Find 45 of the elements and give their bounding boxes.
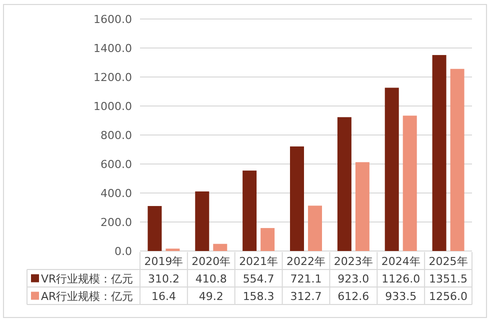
- bar: [337, 117, 352, 251]
- data-label: 612.6: [338, 290, 370, 303]
- bar: [355, 162, 370, 251]
- y-tick-label: 600.0: [100, 158, 132, 171]
- y-tick-label: 0.0: [114, 245, 132, 258]
- legend-label: AR行业规模：亿元: [41, 290, 134, 303]
- bar: [402, 116, 417, 251]
- y-tick-label: 1400.0: [94, 42, 132, 55]
- bar: [450, 68, 464, 251]
- bar: [148, 206, 162, 251]
- x-tick-label: 2021年: [239, 254, 278, 268]
- y-tick-label: 400.0: [100, 187, 132, 200]
- bar: [260, 228, 275, 251]
- data-label: 310.2: [148, 272, 180, 286]
- bar: [308, 206, 322, 251]
- data-label: 721.1: [290, 272, 322, 286]
- data-label: 554.7: [242, 272, 274, 286]
- y-tick-label: 1600.0: [94, 13, 132, 26]
- y-tick-label: 200.0: [100, 216, 132, 229]
- data-label: 933.5: [385, 290, 417, 303]
- bar: [384, 88, 399, 251]
- bar: [242, 170, 257, 251]
- data-label: 923.0: [338, 272, 370, 286]
- data-label: 410.8: [195, 272, 227, 286]
- data-label: 312.7: [290, 290, 322, 303]
- x-tick-label: 2024年: [381, 254, 420, 268]
- x-tick-label: 2019年: [144, 254, 184, 268]
- y-tick-label: 1000.0: [94, 100, 132, 113]
- data-label: 16.4: [151, 290, 176, 303]
- y-tick-label: 1200.0: [94, 71, 132, 84]
- data-label: 1126.0: [382, 272, 420, 286]
- bar: [432, 55, 446, 251]
- bar: [195, 191, 210, 251]
- data-label: 49.2: [198, 290, 224, 303]
- bar: [290, 146, 304, 251]
- x-tick-label: 2023年: [334, 254, 373, 268]
- data-label: 1256.0: [429, 290, 468, 303]
- data-label: 1351.5: [429, 272, 468, 286]
- bar: [213, 244, 228, 251]
- x-tick-label: 2022年: [286, 254, 326, 268]
- legend-label: VR行业规模：亿元: [41, 272, 134, 286]
- data-label: 158.3: [242, 290, 274, 303]
- y-tick-label: 800.0: [100, 129, 132, 142]
- x-tick-label: 2025年: [428, 254, 468, 268]
- x-tick-label: 2020年: [192, 254, 231, 268]
